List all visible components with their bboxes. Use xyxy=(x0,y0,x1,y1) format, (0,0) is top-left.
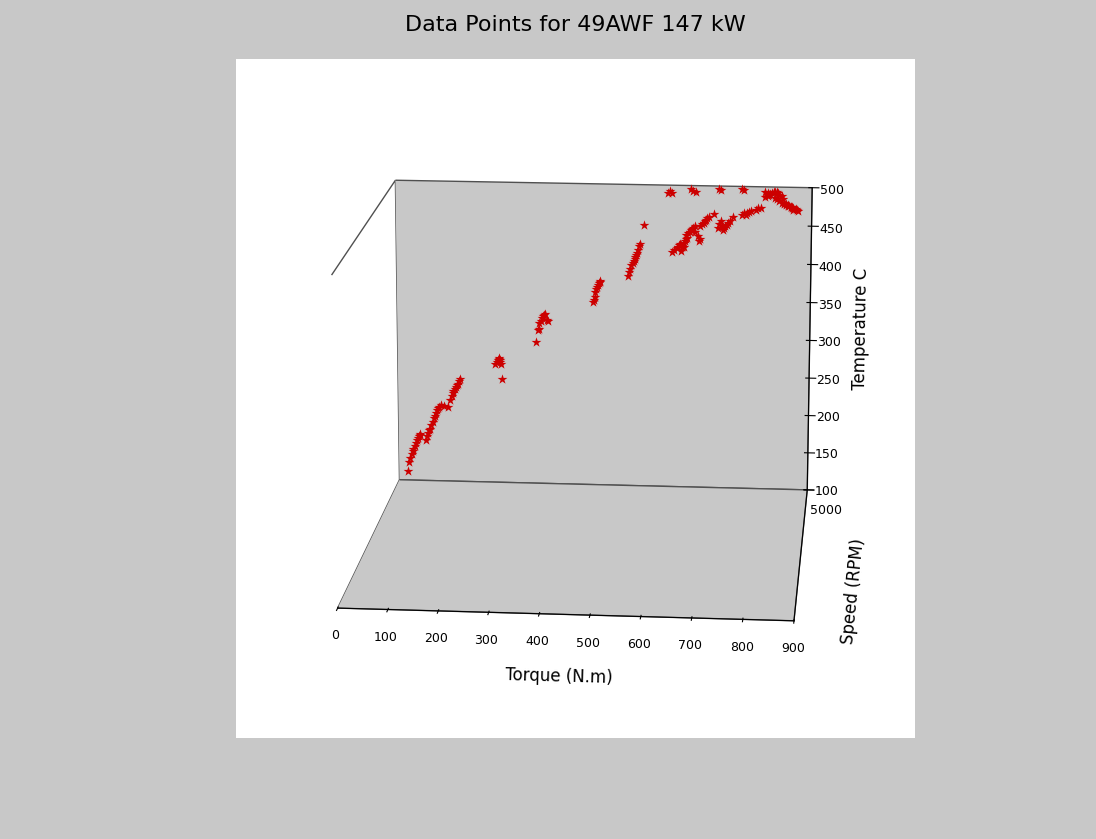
Y-axis label: Speed (RPM): Speed (RPM) xyxy=(838,537,868,644)
Title: Data Points for 49AWF 147 kW: Data Points for 49AWF 147 kW xyxy=(406,15,745,35)
X-axis label: Torque (N.m): Torque (N.m) xyxy=(505,666,613,687)
